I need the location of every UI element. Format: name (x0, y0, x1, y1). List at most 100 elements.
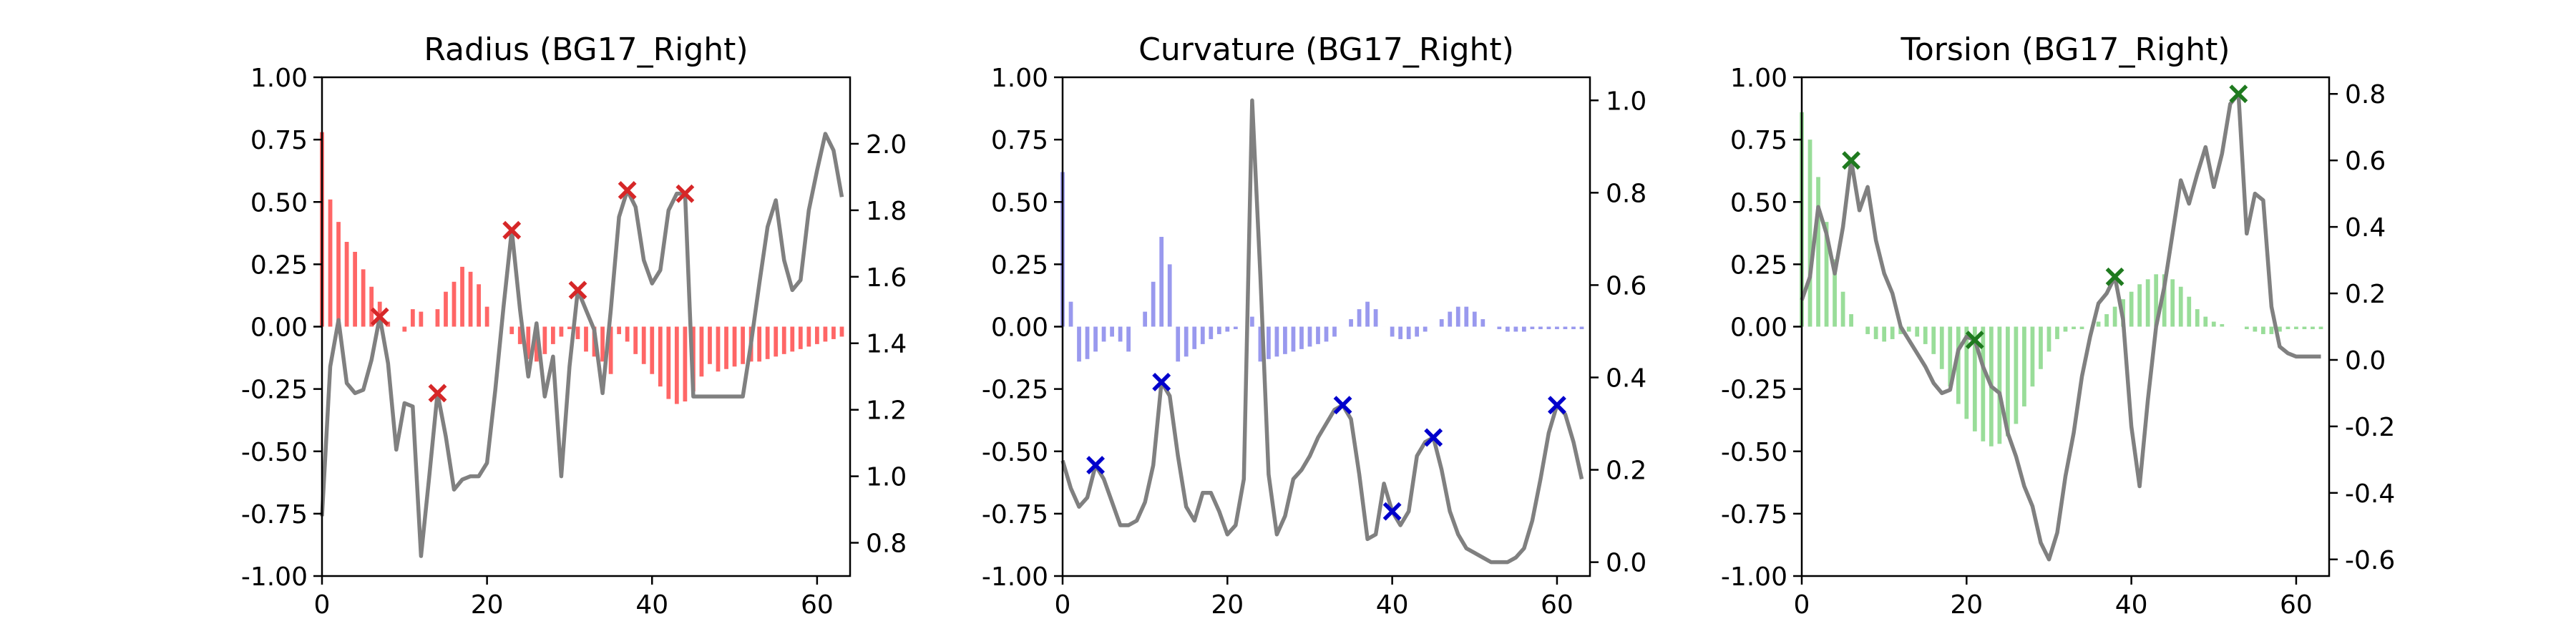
bar (1167, 264, 1172, 327)
x-tick-label: 40 (635, 590, 668, 620)
bar (1118, 326, 1123, 342)
bar (452, 281, 457, 327)
peak-marker (1086, 456, 1106, 475)
y2-tick-label: 2.0 (866, 130, 907, 160)
bar (674, 326, 679, 404)
bar (1184, 326, 1189, 357)
bar (419, 311, 424, 327)
y2-tick-label: -0.4 (2345, 479, 2395, 509)
bar (2311, 326, 2315, 329)
bar (2112, 306, 2117, 327)
y2-tick-label: -0.2 (2345, 413, 2395, 442)
bar (765, 326, 770, 359)
bar (823, 326, 828, 342)
bar (1216, 326, 1221, 334)
peak-marker (428, 384, 447, 403)
peak-marker-stroke (370, 307, 389, 326)
peak-marker-stroke (1333, 396, 1352, 415)
y-tick-label: 1.00 (250, 64, 308, 93)
bar (1200, 326, 1205, 344)
peak-marker (675, 184, 695, 203)
bar (550, 326, 555, 344)
bar (2170, 279, 2175, 327)
bar (2030, 326, 2035, 387)
bar (517, 326, 522, 344)
bar (1579, 326, 1584, 329)
x-tick-label: 20 (471, 590, 504, 620)
bar (1455, 306, 1460, 327)
peak-marker-stroke (1424, 428, 1443, 447)
bar (1906, 326, 1911, 332)
bar (1472, 311, 1477, 327)
bar (567, 326, 572, 329)
bar (1307, 326, 1312, 347)
peak-marker-stroke (618, 181, 637, 200)
y-tick-label: -1.00 (241, 562, 308, 592)
bar (1464, 306, 1469, 327)
y2-tick-label: 1.8 (866, 197, 907, 226)
bar (1807, 140, 1813, 327)
bar (757, 326, 762, 362)
bar (1373, 309, 1378, 327)
x-tick-label: 60 (2280, 590, 2313, 620)
bar (2318, 326, 2323, 329)
bar (484, 306, 489, 327)
y-tick-label: -0.25 (982, 376, 1048, 405)
bar (1865, 326, 1870, 334)
series-line (1800, 92, 2321, 562)
y2-tick-label: 0.8 (866, 530, 907, 559)
y-tick-label: 1.00 (991, 64, 1048, 93)
y-tick-label: 0.50 (250, 188, 308, 218)
chart-title: Torsion (BG17_Right) (1900, 31, 2230, 68)
chart-title: Radius (BG17_Right) (424, 31, 748, 68)
bar (1225, 326, 1230, 332)
bar (839, 326, 844, 337)
bar (1923, 326, 1928, 344)
bar (2104, 314, 2109, 327)
bar (1981, 326, 1986, 441)
bar (1956, 326, 1961, 404)
y-tick-label: 0.25 (1730, 250, 1787, 280)
peak-marker-stroke (675, 184, 695, 203)
y-tick-label: 0.75 (991, 126, 1048, 155)
x-tick-label: 40 (2115, 590, 2148, 620)
bar (2244, 326, 2249, 329)
y-tick-label: 0.75 (1730, 126, 1787, 155)
peak-marker (568, 280, 587, 300)
bar (617, 326, 622, 334)
bar (1538, 326, 1543, 329)
bar (2285, 326, 2290, 329)
bar (1233, 326, 1238, 329)
y-tick-label: 0.50 (991, 188, 1048, 218)
bar (1448, 311, 1453, 327)
y-tick-label: -0.50 (241, 438, 308, 467)
bar (1291, 326, 1296, 352)
y-tick-label: -1.00 (1721, 562, 1787, 592)
chart-panel-2: -1.00-0.75-0.50-0.250.000.250.500.751.00… (982, 31, 1646, 620)
bar (2203, 316, 2208, 327)
bar (2162, 274, 2167, 327)
bar (1939, 326, 1944, 369)
x-tick-label: 20 (1950, 590, 1983, 620)
peak-marker (1382, 502, 1402, 521)
bar (1415, 326, 1420, 337)
bar (1915, 326, 1920, 337)
bar (600, 326, 605, 362)
peak-marker-stroke (1842, 151, 1861, 170)
peak-marker-stroke (1086, 456, 1106, 475)
bar (2302, 326, 2307, 329)
bar (2079, 326, 2084, 329)
bar (1824, 222, 1829, 327)
y2-tick-label: 0.0 (2345, 346, 2386, 376)
bar (683, 326, 688, 402)
bar (575, 326, 580, 339)
bar (1316, 326, 1320, 344)
bar (625, 326, 630, 342)
peak-marker (618, 181, 637, 200)
bar (2022, 326, 2026, 407)
bar (1349, 319, 1353, 327)
bar (806, 326, 811, 347)
bar (641, 326, 646, 364)
bar (1833, 259, 1837, 327)
x-tick-label: 20 (1211, 590, 1244, 620)
